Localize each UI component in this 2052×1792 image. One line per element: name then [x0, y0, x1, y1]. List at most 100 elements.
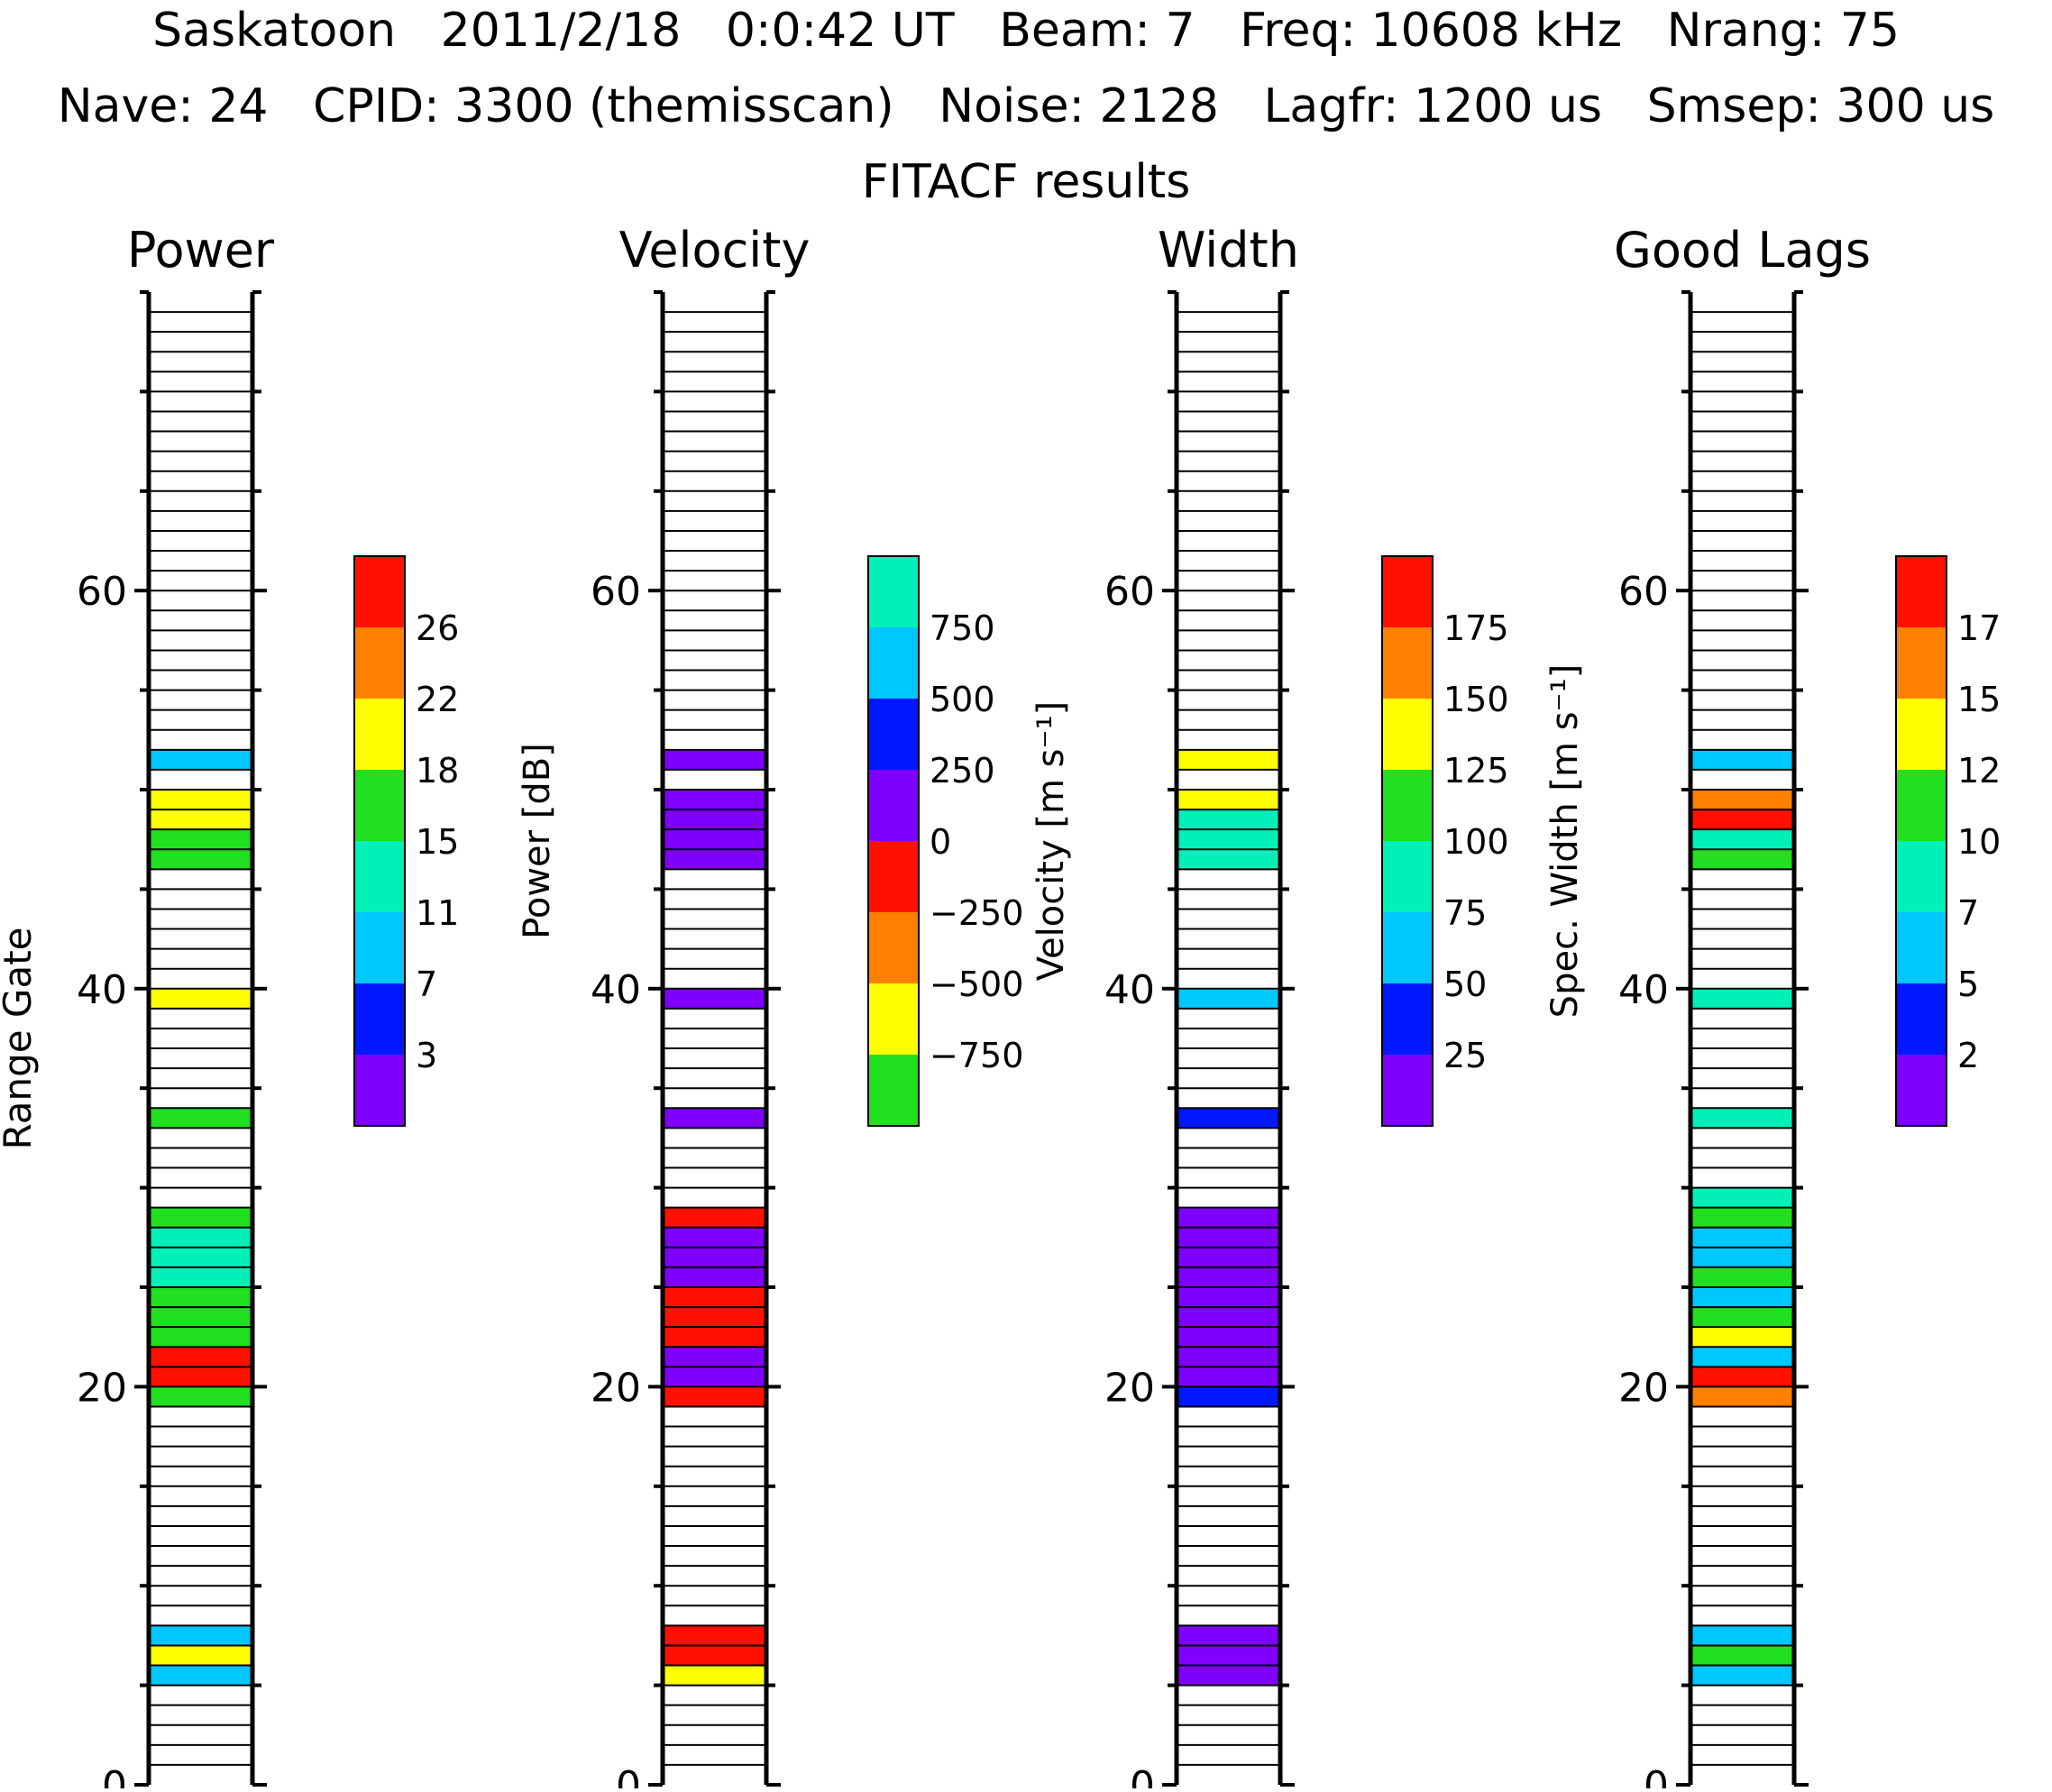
gate-cell: [663, 829, 766, 850]
gate-cell: [1690, 1625, 1794, 1646]
colorbar-tick-label: 15: [416, 822, 459, 862]
gate-cell: [1177, 1347, 1280, 1367]
gate-cell: [1690, 1207, 1794, 1228]
gate-cell: [149, 829, 252, 850]
gate-cell: [663, 749, 766, 770]
gate-cell: [663, 1227, 766, 1248]
gate-cell: [1177, 988, 1280, 1009]
colorbar-swatch: [1896, 912, 1947, 983]
panel-good-lags: Good Lags020406025710121517Good Lags [#]: [1614, 222, 2001, 1792]
colorbar-swatch: [1896, 627, 1947, 699]
colorbar-label: Spec. Width [m s⁻¹]: [1544, 664, 1586, 1019]
y-tick-label: 0: [1644, 1763, 1669, 1788]
gate-cell: [1690, 1227, 1794, 1248]
colorbar-swatch: [1896, 983, 1947, 1055]
gate-cell: [149, 790, 252, 810]
gate-cell: [1177, 1327, 1280, 1348]
colorbar-swatch: [354, 983, 405, 1055]
gate-cell: [1177, 1247, 1280, 1267]
colorbar-tick-label: 17: [1957, 608, 2001, 648]
colorbar-swatch: [868, 556, 919, 627]
gate-cell: [1177, 809, 1280, 830]
gate-cell: [1177, 1645, 1280, 1666]
gate-cell: [663, 1266, 766, 1287]
gate-cell: [149, 1665, 252, 1686]
gate-cell: [149, 1108, 252, 1129]
y-tick-label: 60: [1104, 569, 1155, 615]
gate-cell: [663, 1386, 766, 1407]
colorbar-swatch: [354, 627, 405, 699]
colorbar-label: Velocity [m s⁻¹]: [1031, 701, 1072, 982]
colorbar-tick-label: 0: [930, 822, 951, 862]
gate-cell: [1177, 849, 1280, 870]
y-tick-label: 20: [77, 1365, 127, 1411]
gate-cell: [149, 1247, 252, 1267]
gate-cell: [149, 1207, 252, 1228]
colorbar-swatch: [1382, 770, 1433, 841]
gate-cell: [1690, 1287, 1794, 1308]
gate-cell: [149, 849, 252, 870]
colorbar-tick-label: 50: [1443, 965, 1487, 1004]
gate-cell: [663, 790, 766, 810]
gate-cell: [149, 1625, 252, 1646]
y-tick-label: 20: [1104, 1365, 1155, 1411]
colorbar-tick-label: 3: [416, 1036, 437, 1075]
colorbar-tick-label: 12: [1957, 751, 2001, 791]
gate-cell: [149, 988, 252, 1009]
colorbar-swatch: [1896, 770, 1947, 841]
y-tick-label: 0: [616, 1763, 641, 1788]
colorbar-swatch: [1896, 841, 1947, 912]
colorbar-tick-label: 100: [1443, 822, 1509, 862]
gate-cell: [1690, 749, 1794, 770]
gate-cell: [1177, 829, 1280, 850]
gate-cell: [149, 1287, 252, 1308]
gate-cell: [663, 988, 766, 1009]
colorbar-swatch: [1896, 1055, 1947, 1126]
colorbar-swatch: [1382, 912, 1433, 983]
y-tick-label: 40: [591, 967, 641, 1013]
colorbar-swatch: [354, 841, 405, 912]
colorbar-tick-label: 250: [930, 751, 995, 791]
colorbar-tick-label: 150: [1443, 680, 1509, 719]
panel-title: Power: [127, 222, 275, 279]
gate-cell: [1177, 790, 1280, 810]
gate-cell: [1690, 1367, 1794, 1387]
gate-cell: [1690, 1247, 1794, 1267]
gate-cell: [663, 809, 766, 830]
gate-cell: [1177, 1665, 1280, 1686]
panel-title: Good Lags: [1614, 222, 1871, 279]
colorbar-tick-label: 11: [416, 893, 459, 933]
y-tick-label: 60: [591, 569, 641, 615]
gate-cell: [1177, 1307, 1280, 1328]
gate-cell: [149, 1386, 252, 1407]
colorbar-swatch: [1382, 627, 1433, 699]
colorbar-tick-label: 22: [416, 680, 459, 719]
gate-cell: [1690, 1645, 1794, 1666]
colorbar-tick-label: 7: [1957, 893, 1979, 933]
colorbar-swatch: [868, 699, 919, 770]
y-tick-label: 40: [77, 967, 127, 1013]
y-tick-label: 20: [591, 1365, 641, 1411]
panel-title: Width: [1158, 222, 1299, 279]
gate-cell: [663, 1307, 766, 1328]
gate-cell: [149, 1227, 252, 1248]
gate-cell: [1177, 1108, 1280, 1129]
colorbar-label: Power [dB]: [517, 743, 558, 939]
colorbar-swatch: [1382, 1055, 1433, 1126]
gate-cell: [149, 1347, 252, 1367]
gate-cell: [149, 1645, 252, 1666]
colorbar-tick-label: 2: [1957, 1036, 1979, 1075]
colorbar-frame: [1381, 555, 1434, 1127]
gate-cell: [663, 1665, 766, 1686]
gate-cell: [1690, 1347, 1794, 1367]
y-tick-label: 20: [1618, 1365, 1669, 1411]
gate-cell: [663, 849, 766, 870]
colorbar-swatch: [1382, 699, 1433, 770]
y-tick-label: 0: [1130, 1763, 1155, 1788]
gate-cell: [1177, 1266, 1280, 1287]
panel-power: Power 0 20 40 60 3 7 11 15 18 22 26 Power [dB]: [77, 222, 558, 1792]
plot-header: Saskatoon 2011/2/18 0:0:42 UT Beam: 7 Fr…: [0, 0, 2052, 207]
gate-cell: [1690, 790, 1794, 810]
colorbar-tick-label: −750: [930, 1036, 1023, 1075]
